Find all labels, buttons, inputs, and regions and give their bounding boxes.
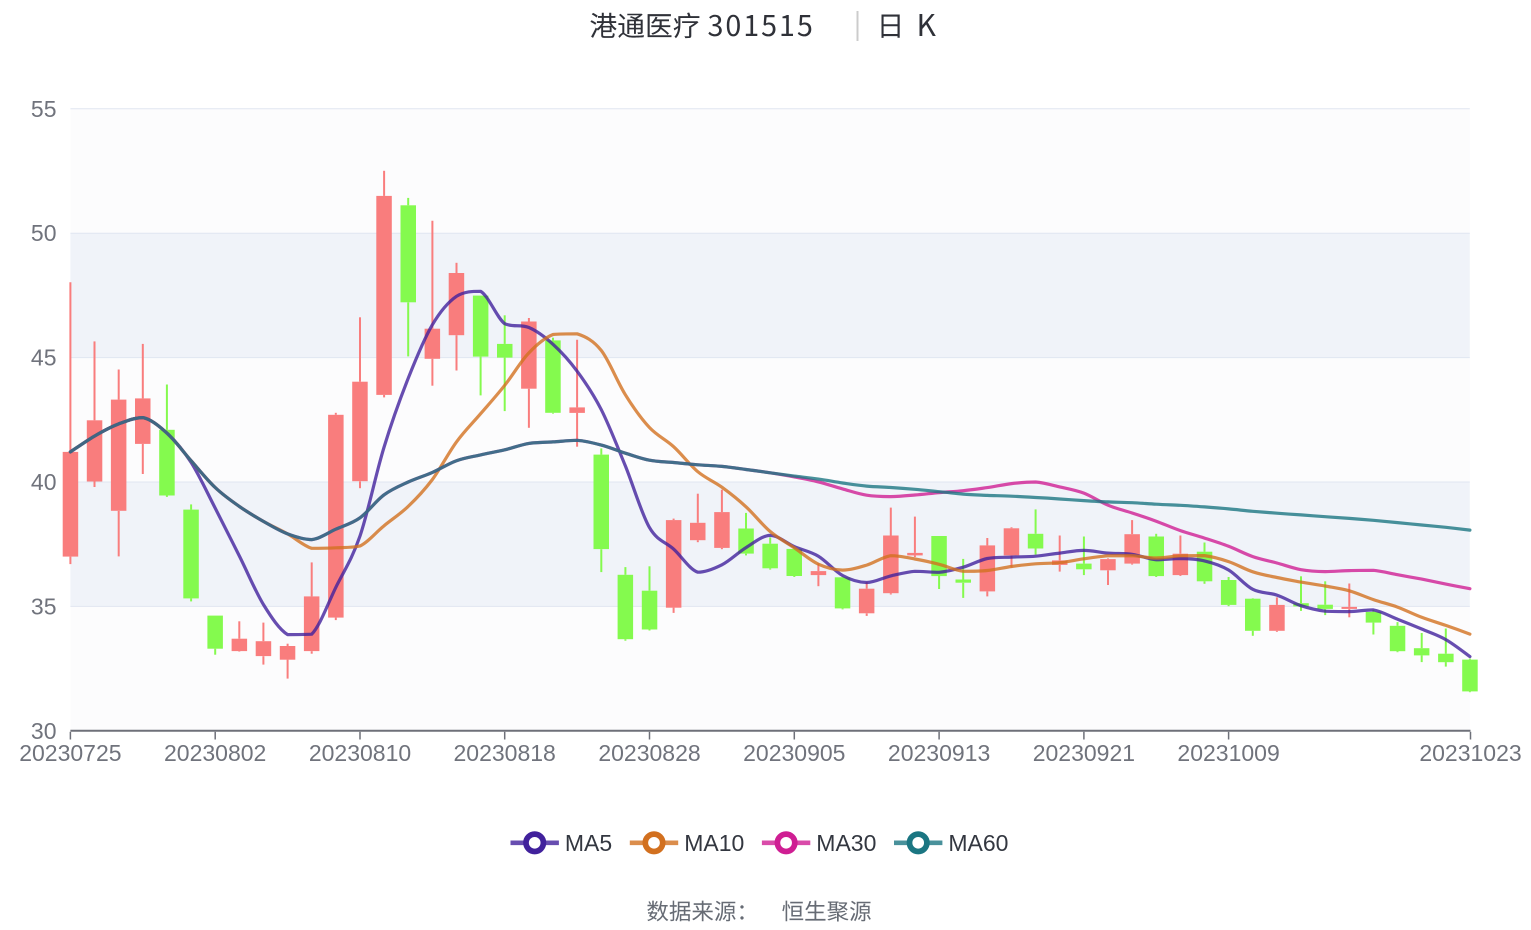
svg-text:20230818: 20230818 — [454, 740, 556, 766]
svg-text:50: 50 — [31, 220, 57, 246]
svg-text:20230828: 20230828 — [598, 740, 700, 766]
svg-text:55: 55 — [31, 96, 57, 122]
svg-text:MA60: MA60 — [948, 830, 1008, 856]
svg-text:MA5: MA5 — [565, 830, 612, 856]
svg-text:20230905: 20230905 — [743, 740, 845, 766]
svg-text:MA30: MA30 — [816, 830, 876, 856]
svg-text:20230810: 20230810 — [309, 740, 411, 766]
svg-text:20230921: 20230921 — [1033, 740, 1135, 766]
svg-text:20231023: 20231023 — [1419, 740, 1521, 766]
svg-text:20230725: 20230725 — [19, 740, 121, 766]
svg-text:MA10: MA10 — [684, 830, 744, 856]
svg-text:45: 45 — [31, 345, 57, 371]
svg-text:35: 35 — [31, 593, 57, 619]
svg-text:30: 30 — [31, 718, 57, 744]
svg-text:20230913: 20230913 — [888, 740, 990, 766]
svg-text:40: 40 — [31, 469, 57, 495]
svg-text:20231009: 20231009 — [1177, 740, 1279, 766]
svg-text:20230802: 20230802 — [164, 740, 266, 766]
